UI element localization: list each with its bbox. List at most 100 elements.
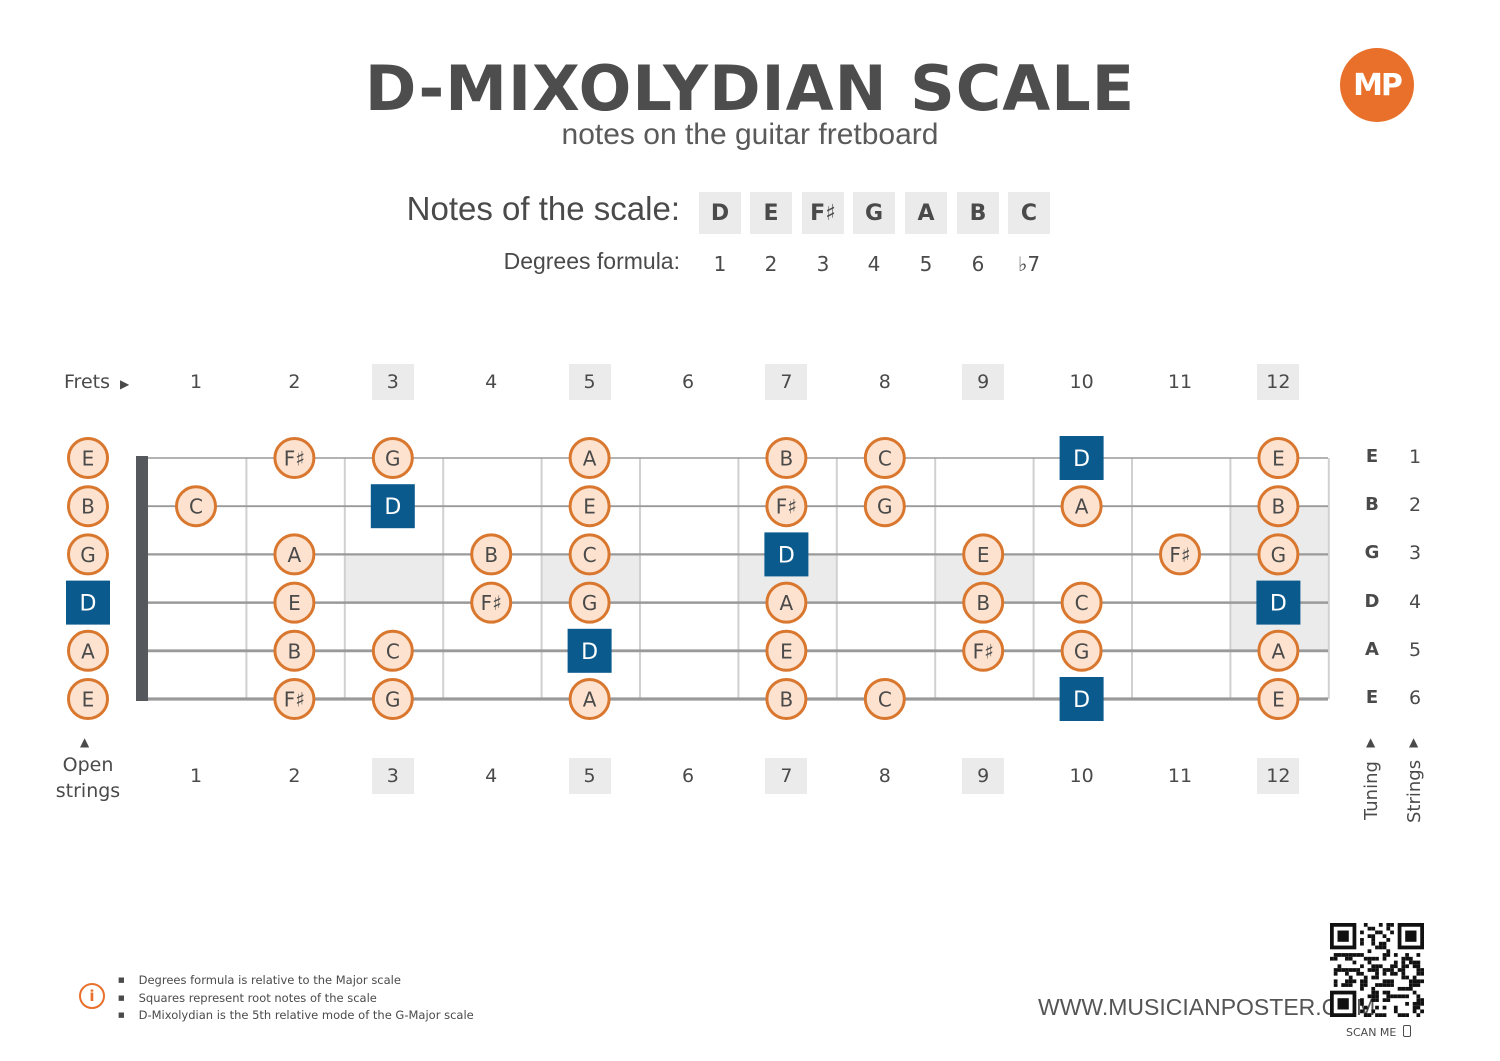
qr-module bbox=[1386, 926, 1391, 931]
note-circle bbox=[568, 437, 611, 479]
qr-module bbox=[1367, 1013, 1372, 1017]
note-circle bbox=[67, 533, 109, 576]
qr-module bbox=[1367, 949, 1372, 954]
qr-module bbox=[1412, 979, 1417, 984]
qr-module bbox=[1393, 994, 1398, 999]
note-label: D bbox=[1270, 592, 1287, 617]
fret-note: E bbox=[1257, 437, 1300, 479]
fret-note: F♯ bbox=[962, 629, 1005, 672]
qr-module bbox=[1371, 986, 1376, 991]
scale-degree: 5 bbox=[919, 252, 933, 276]
info-icon: i bbox=[79, 983, 105, 1009]
fret-number: 6 bbox=[681, 765, 695, 787]
fret-number: 9 bbox=[962, 364, 1005, 400]
fret-note: E bbox=[765, 629, 808, 672]
qr-module bbox=[1363, 1005, 1368, 1010]
fret-note: G bbox=[371, 437, 414, 479]
fret-number: 8 bbox=[878, 371, 891, 393]
scan-me-label: SCAN ME bbox=[1346, 1025, 1411, 1039]
qr-module bbox=[1393, 964, 1398, 969]
note-circle bbox=[67, 629, 109, 672]
qr-module bbox=[1386, 990, 1391, 995]
note-label: D bbox=[384, 495, 401, 520]
note-label: E bbox=[288, 591, 301, 615]
qr-module bbox=[1352, 968, 1357, 972]
qr-module bbox=[1371, 998, 1376, 1002]
qr-module bbox=[1416, 971, 1421, 976]
qr-module bbox=[1408, 983, 1413, 987]
qr-module bbox=[1371, 1009, 1376, 1014]
qr-module bbox=[1416, 1013, 1421, 1017]
frets-label: Frets ▶ bbox=[64, 371, 129, 393]
fret-number: 7 bbox=[765, 364, 808, 400]
qr-module bbox=[1386, 938, 1391, 942]
note-circle bbox=[175, 485, 217, 528]
fret-note: A bbox=[568, 678, 611, 720]
qr-module bbox=[1333, 956, 1338, 961]
tuning-note: A bbox=[1365, 638, 1379, 660]
fret-number: 12 bbox=[1257, 364, 1300, 400]
qr-code[interactable] bbox=[1330, 923, 1424, 1017]
note-circle bbox=[1257, 533, 1300, 576]
qr-module bbox=[1382, 934, 1387, 939]
qr-module bbox=[1375, 968, 1379, 972]
qr-module bbox=[1371, 994, 1376, 999]
fret-note: C bbox=[863, 437, 906, 479]
qr-module bbox=[1412, 960, 1417, 965]
qr-module bbox=[1375, 998, 1379, 1002]
tuning-note: D bbox=[1364, 590, 1380, 612]
fret-note-root: D bbox=[370, 484, 415, 529]
root-square bbox=[764, 532, 809, 577]
qr-module bbox=[1363, 956, 1368, 961]
qr-module bbox=[1367, 934, 1372, 939]
qr-module bbox=[1341, 968, 1346, 972]
qr-module bbox=[1360, 1001, 1364, 1006]
note-circle bbox=[765, 485, 808, 528]
fret-note: C bbox=[1060, 581, 1103, 624]
fret-note: C bbox=[863, 678, 906, 720]
qr-module bbox=[1371, 938, 1376, 942]
qr-module bbox=[1360, 986, 1364, 991]
qr-module bbox=[1386, 923, 1391, 927]
qr-module bbox=[1337, 964, 1342, 969]
note-label: G bbox=[1074, 639, 1090, 663]
qr-module bbox=[1375, 964, 1379, 969]
note-label: B bbox=[81, 495, 95, 519]
qr-module bbox=[1412, 964, 1417, 969]
qr-module bbox=[1420, 1001, 1424, 1006]
qr-module bbox=[1348, 953, 1353, 957]
note-circle bbox=[765, 678, 808, 720]
qr-module bbox=[1420, 998, 1424, 1002]
frets-label-text: Frets bbox=[64, 371, 110, 393]
qr-module bbox=[1345, 983, 1349, 987]
note-label: B bbox=[1272, 495, 1286, 519]
note-label: E bbox=[977, 543, 990, 567]
note-label: D bbox=[1073, 447, 1090, 472]
fret-note-root: D bbox=[1059, 436, 1104, 480]
string-number: 5 bbox=[1408, 638, 1422, 661]
fret-note: C bbox=[568, 533, 611, 576]
qr-module bbox=[1420, 979, 1424, 984]
qr-module bbox=[1348, 956, 1353, 961]
fret-note: B bbox=[273, 629, 316, 672]
note-circle bbox=[962, 629, 1005, 672]
qr-module bbox=[1408, 956, 1413, 961]
qr-module bbox=[1386, 994, 1391, 999]
qr-module bbox=[1416, 979, 1421, 984]
root-square bbox=[66, 580, 110, 625]
qr-module bbox=[1371, 926, 1376, 931]
qr-module bbox=[1386, 998, 1391, 1002]
string-number: 2 bbox=[1408, 494, 1422, 517]
scale-note: E bbox=[750, 192, 792, 234]
scale-degree: 3 bbox=[816, 252, 830, 276]
note-label: E bbox=[1272, 688, 1285, 712]
note-circle bbox=[962, 581, 1005, 624]
website-link[interactable]: WWW.MUSICIANPOSTER.COM bbox=[1038, 994, 1376, 1020]
string-number: 1 bbox=[1408, 446, 1422, 468]
open-strings-arrow-icon: ▲ bbox=[80, 735, 90, 749]
qr-module bbox=[1416, 964, 1421, 969]
qr-module bbox=[1375, 971, 1379, 976]
qr-module bbox=[1333, 968, 1338, 972]
note-circle bbox=[863, 437, 906, 479]
info-notes-list: Degrees formula is relative to the Major… bbox=[118, 973, 474, 1026]
